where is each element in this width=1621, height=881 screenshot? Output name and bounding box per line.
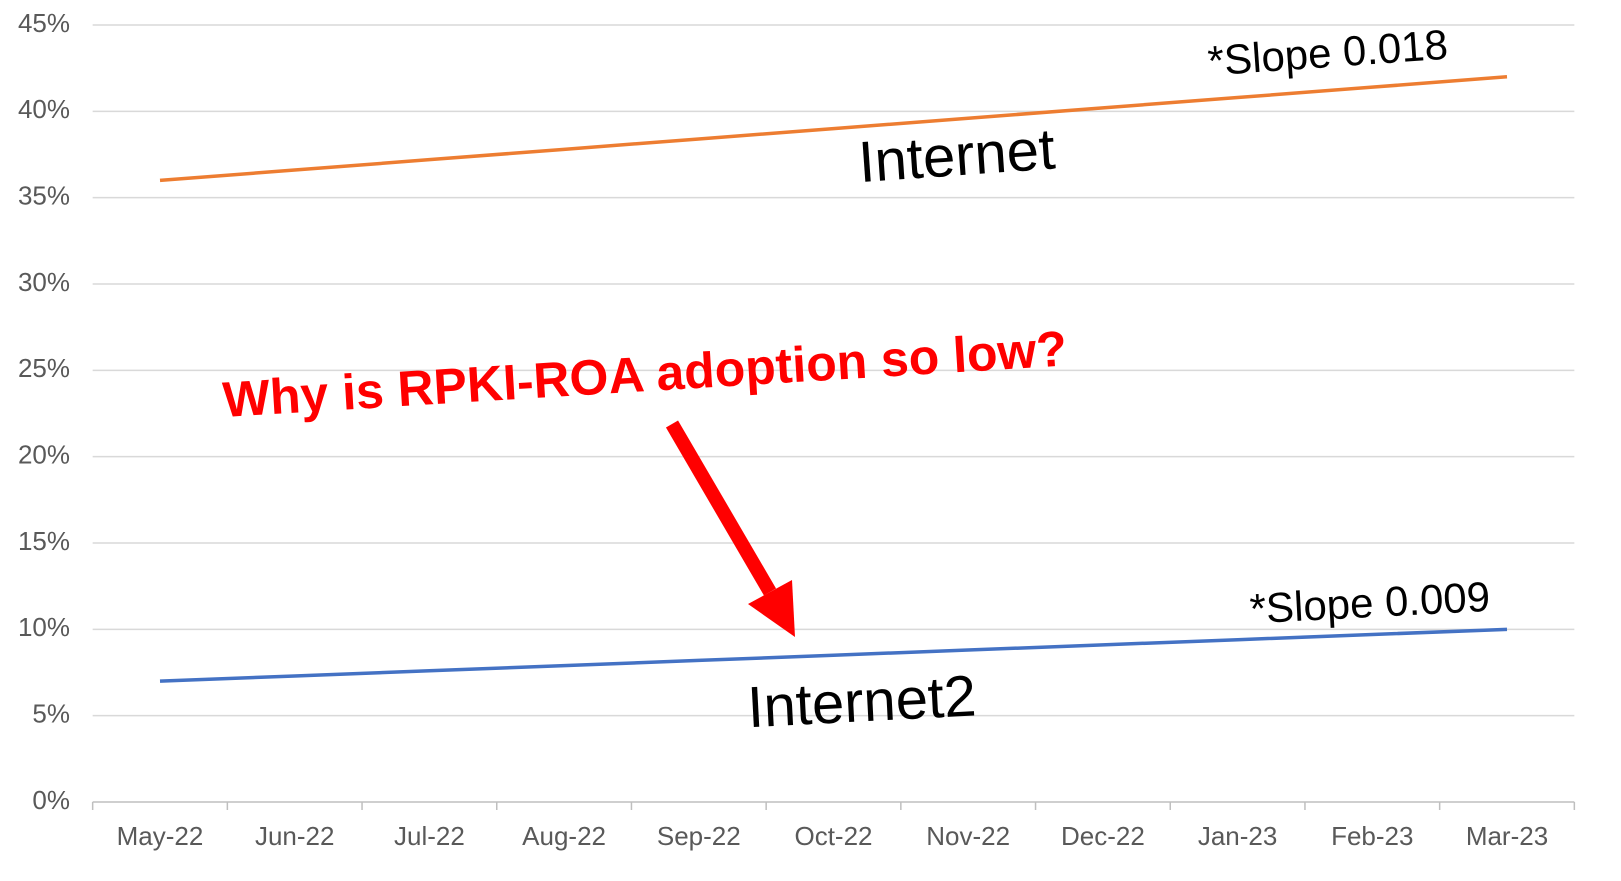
series-label: Internet <box>856 117 1057 196</box>
x-tick-label: May-22 <box>117 821 204 851</box>
y-tick-label: 0% <box>32 785 70 815</box>
y-tick-label: 35% <box>18 181 70 211</box>
arrow-shaft <box>665 420 777 596</box>
x-tick-label: Aug-22 <box>522 821 606 851</box>
y-tick-label: 10% <box>18 612 70 642</box>
series-line <box>159 75 1508 183</box>
x-tick-label: Oct-22 <box>794 821 872 851</box>
y-tick-label: 20% <box>18 440 70 470</box>
x-tick-label: Feb-23 <box>1331 821 1413 851</box>
y-tick-label: 45% <box>18 8 70 38</box>
y-tick-label: 30% <box>18 267 70 297</box>
series-label: Internet2 <box>746 663 978 740</box>
arrow-head <box>748 580 795 637</box>
x-tick-label: Dec-22 <box>1061 821 1145 851</box>
y-tick-label: 40% <box>18 94 70 124</box>
x-tick-label: Jul-22 <box>394 821 465 851</box>
arrow <box>665 420 795 637</box>
grid <box>91 24 1576 810</box>
x-tick-label: Mar-23 <box>1466 821 1548 851</box>
x-tick-label: Jan-23 <box>1198 821 1278 851</box>
annotation: *Slope 0.018 <box>1206 21 1449 85</box>
series-line <box>159 627 1508 683</box>
x-tick-label: Sep-22 <box>657 821 741 851</box>
annotation: Why is RPKI-ROA adoption so low? <box>221 320 1068 428</box>
lines <box>159 75 1508 683</box>
y-tick-label: 15% <box>18 526 70 556</box>
y-tick-label: 5% <box>32 699 70 729</box>
x-tick-label: Nov-22 <box>926 821 1010 851</box>
annotation: *Slope 0.009 <box>1248 573 1491 633</box>
y-tick-label: 25% <box>18 353 70 383</box>
x-tick-label: Jun-22 <box>255 821 335 851</box>
